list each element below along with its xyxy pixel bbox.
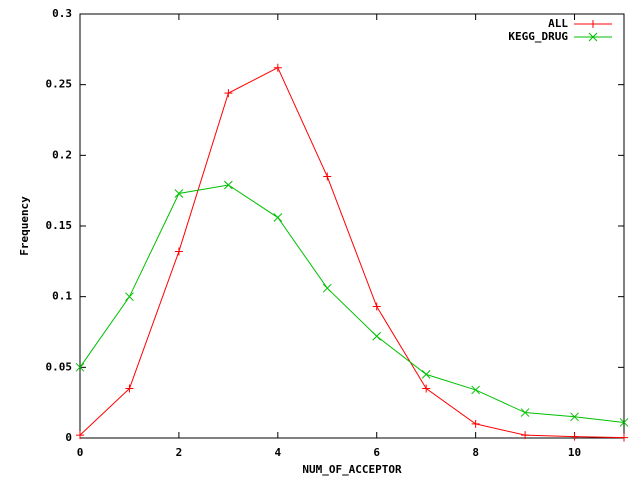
point <box>125 384 134 393</box>
y-tick-label: 0 <box>65 431 72 444</box>
point <box>273 63 282 72</box>
y-tick-label: 0.05 <box>46 360 73 373</box>
point <box>323 172 332 181</box>
point <box>174 247 183 256</box>
point <box>76 431 84 440</box>
x-tick-label: 0 <box>77 446 84 459</box>
point <box>619 418 629 427</box>
x-tick-label: 4 <box>275 446 282 459</box>
point <box>471 385 480 395</box>
point <box>422 384 431 393</box>
legend-marker <box>588 32 598 42</box>
legend-marker <box>589 20 597 28</box>
point <box>125 292 134 302</box>
x-tick-label: 6 <box>373 446 380 459</box>
point <box>174 189 184 198</box>
x-tick-label: 8 <box>472 446 479 459</box>
point <box>620 433 628 442</box>
y-tick-label: 0.1 <box>52 290 72 303</box>
point <box>372 302 381 311</box>
x-tick-label: 2 <box>176 446 183 459</box>
point <box>521 431 530 440</box>
y-tick-label: 0.3 <box>52 7 72 20</box>
point <box>570 432 579 441</box>
point <box>322 283 332 293</box>
point <box>224 180 233 190</box>
y-tick-label: 0.2 <box>52 148 72 161</box>
x-axis-label: NUM_OF_ACCEPTOR <box>302 463 402 476</box>
point <box>224 89 233 98</box>
point <box>471 419 480 428</box>
point <box>372 331 382 341</box>
point <box>520 408 530 417</box>
plot-frame <box>79 13 625 439</box>
series-line <box>79 184 625 423</box>
legend-label: ALL <box>548 17 568 30</box>
point <box>570 412 579 422</box>
point <box>421 370 431 379</box>
y-tick-label: 0.15 <box>46 219 73 232</box>
point <box>273 213 283 222</box>
point <box>75 362 85 372</box>
x-tick-label: 10 <box>568 446 581 459</box>
y-tick-label: 0.25 <box>46 78 73 91</box>
series-line <box>79 67 625 439</box>
y-axis-label: Frequency <box>18 196 31 256</box>
legend-label: KEGG_DRUG <box>508 30 568 43</box>
